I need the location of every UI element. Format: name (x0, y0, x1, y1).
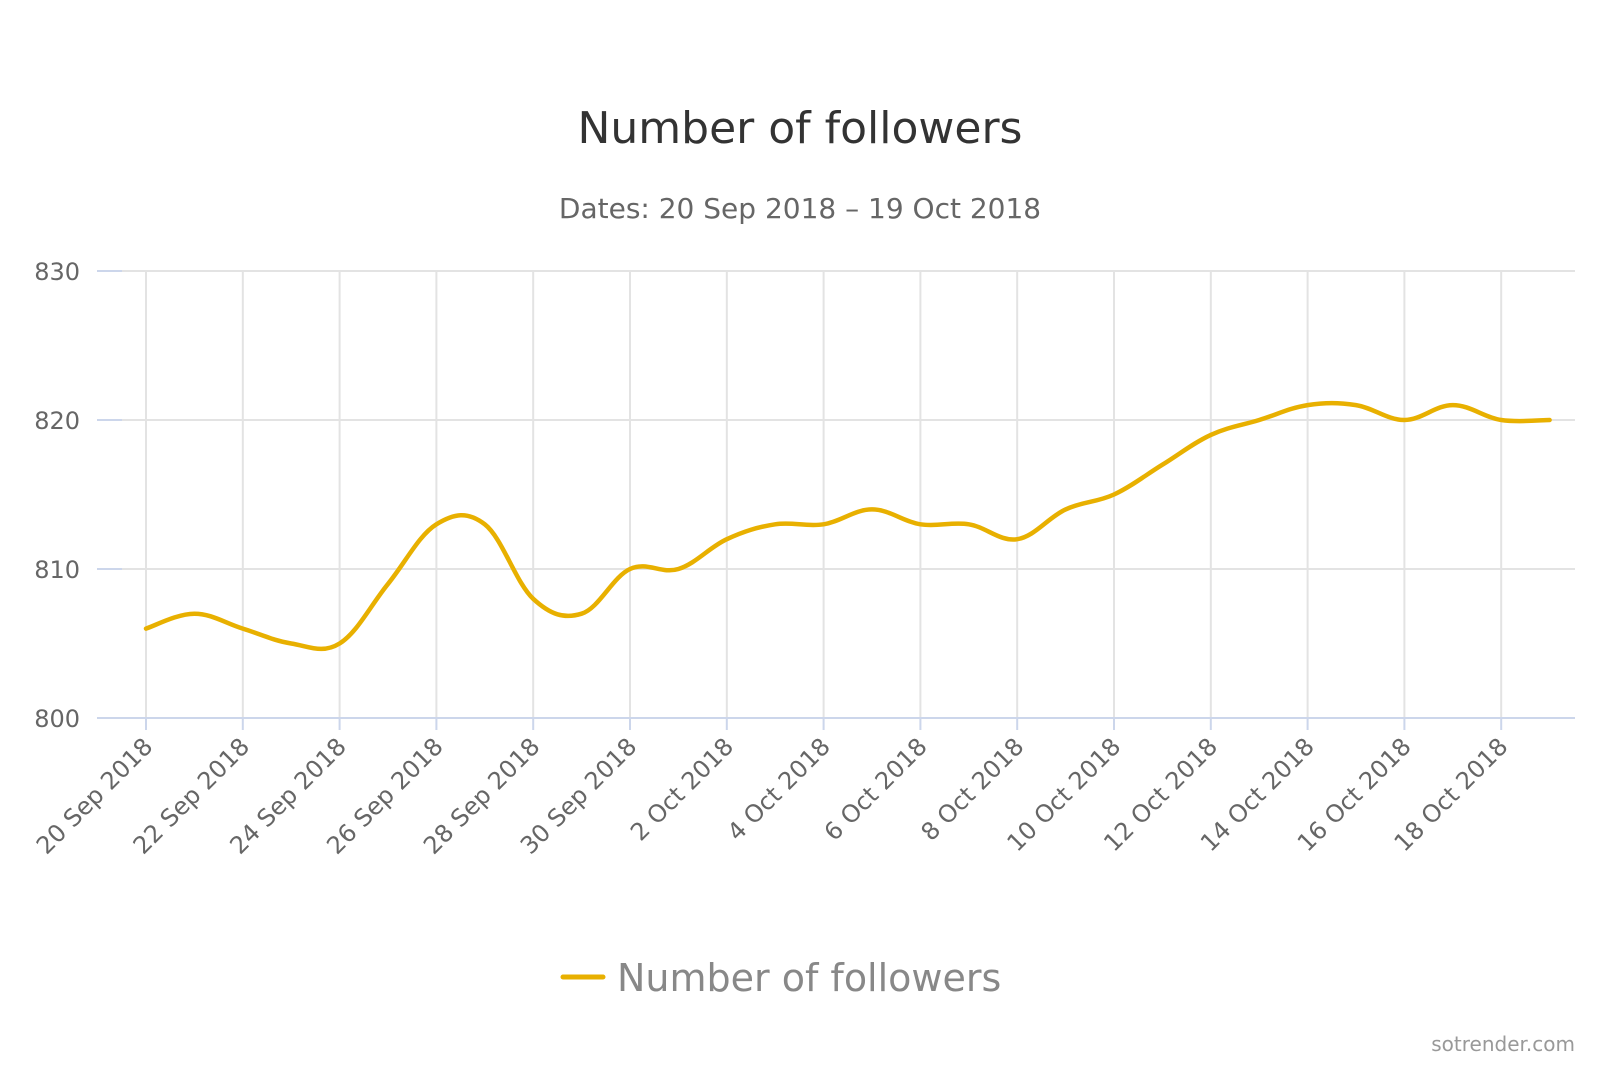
y-tick-label: 810 (34, 556, 80, 584)
legend-label[interactable]: Number of followers (617, 956, 1001, 1000)
series-line-followers (143, 400, 1552, 652)
x-tick-label: 2 Oct 2018 (625, 732, 739, 846)
y-axis: 800 810 820 830 (34, 258, 122, 733)
chart-title: Number of followers (578, 103, 1023, 154)
x-tick-label: 6 Oct 2018 (819, 732, 933, 846)
legend[interactable]: Number of followers (560, 956, 1001, 1000)
chart-subtitle: Dates: 20 Sep 2018 – 19 Oct 2018 (559, 192, 1041, 225)
y-tick-label: 820 (34, 407, 80, 435)
y-tick-label: 800 (34, 705, 80, 733)
series-layer (143, 400, 1552, 652)
grid (97, 270, 1575, 719)
y-tick-label: 830 (34, 258, 80, 286)
x-tick-label: 4 Oct 2018 (722, 732, 836, 846)
credit-label[interactable]: sotrender.com (1431, 1032, 1575, 1056)
